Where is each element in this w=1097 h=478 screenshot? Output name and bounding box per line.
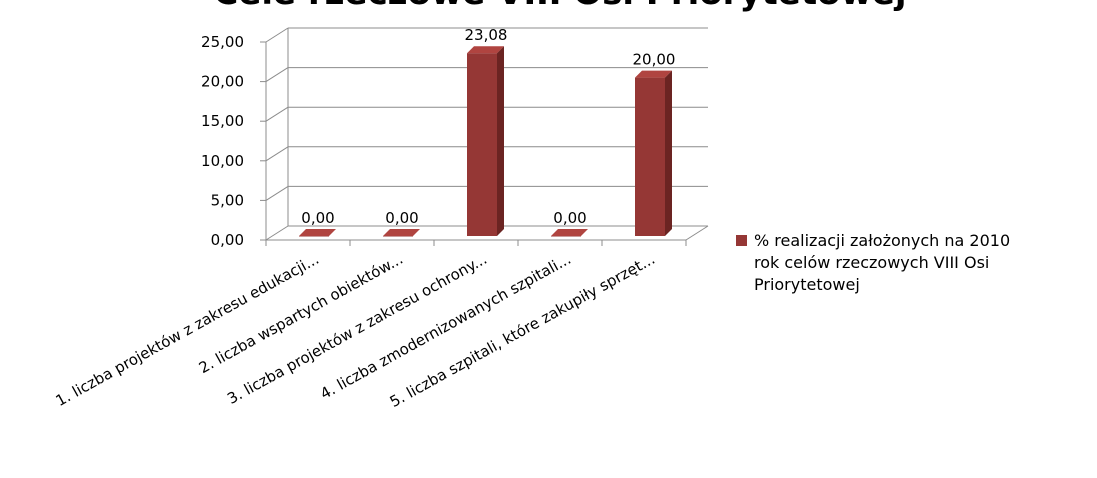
legend-swatch <box>736 235 747 246</box>
data-label: 20,00 <box>633 51 676 69</box>
bar-front <box>299 236 329 237</box>
bar <box>467 46 504 236</box>
gridline-side <box>266 107 288 121</box>
bar-front <box>635 78 665 236</box>
bar-top <box>383 229 420 236</box>
legend-label: Priorytetowej <box>754 275 860 294</box>
y-tick-label: 25,00 <box>201 33 244 51</box>
bars <box>299 46 672 236</box>
bar-side <box>497 46 504 236</box>
gridline-side <box>266 28 288 42</box>
bar <box>383 229 420 237</box>
gridline-side <box>266 147 288 161</box>
bar-front <box>467 53 497 236</box>
y-tick-label: 5,00 <box>211 191 244 209</box>
y-axis-ticks: 0,00 5,00 10,00 15,00 20,00 25,00 <box>201 33 244 249</box>
legend-entry: % realizacji założonych na 2010 rok celów… <box>736 231 1010 294</box>
bar-front <box>551 236 581 237</box>
data-label: 0,00 <box>301 209 334 227</box>
gridline-side <box>266 68 288 82</box>
bar <box>551 229 588 237</box>
category-labels: 1. liczba projektów z zakresu edukacji..… <box>53 250 658 411</box>
data-label: 0,00 <box>553 209 586 227</box>
bar <box>299 229 336 237</box>
bar-front <box>383 236 413 237</box>
y-tick-label: 0,00 <box>211 231 244 249</box>
legend-label: % realizacji założonych na 2010 <box>754 231 1010 250</box>
y-tick-label: 10,00 <box>201 152 244 170</box>
bar-side <box>665 71 672 236</box>
chart-title: Cele rzeczowe VIII Osi Priorytetowej <box>213 0 906 13</box>
bar <box>635 71 672 236</box>
gridline-side <box>266 226 288 240</box>
floor-right-edge <box>686 226 708 240</box>
y-tick-label: 15,00 <box>201 112 244 130</box>
gridline-side <box>266 186 288 200</box>
bar-top <box>299 229 336 236</box>
data-label: 23,08 <box>465 26 508 44</box>
bar-top <box>551 229 588 236</box>
y-tick-label: 20,00 <box>201 73 244 91</box>
legend-label: rok celów rzeczowych VIII Osi <box>754 253 989 272</box>
data-label: 0,00 <box>385 209 418 227</box>
legend: % realizacji założonych na 2010 rok celów… <box>736 231 1010 294</box>
